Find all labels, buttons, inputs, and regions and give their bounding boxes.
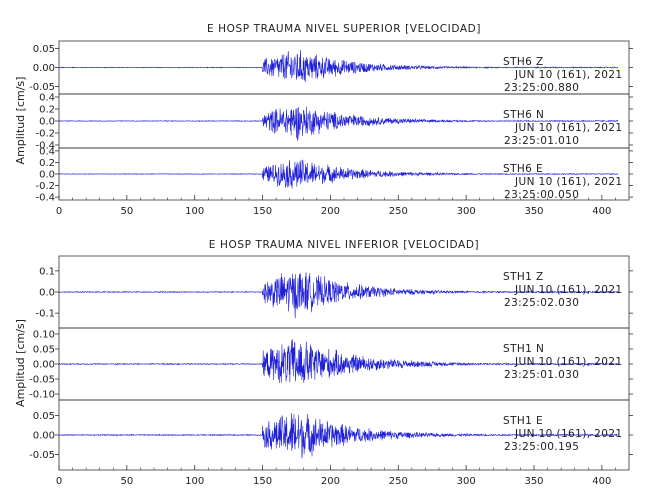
y-tick-label: 0.00 bbox=[33, 360, 55, 371]
chart-root: E HOSP TRAUMA NIVEL SUPERIOR [VELOCIDAD]… bbox=[14, 23, 633, 487]
time-label: 23:25:00.050 bbox=[504, 189, 579, 201]
time-label: 23:25:00.880 bbox=[504, 82, 579, 94]
y-tick-label: 0.10 bbox=[33, 330, 55, 341]
y-tick-label: 0.0 bbox=[39, 288, 55, 299]
y-tick-label: 0.05 bbox=[33, 411, 55, 422]
station-label: STH6 E bbox=[503, 163, 543, 175]
x-tick-label: 200 bbox=[321, 206, 340, 217]
date-label: JUN 10 (161), 2021 bbox=[514, 69, 623, 81]
station-label: STH6 N bbox=[503, 109, 544, 121]
y-tick-label: -0.4 bbox=[35, 141, 55, 152]
date-label: JUN 10 (161), 2021 bbox=[514, 176, 623, 188]
x-tick-label: 300 bbox=[457, 476, 476, 487]
y-tick-label: -0.05 bbox=[29, 82, 55, 93]
date-label: JUN 10 (161), 2021 bbox=[514, 356, 623, 368]
y-tick-label: -0.05 bbox=[29, 375, 55, 386]
x-tick-label: 350 bbox=[524, 206, 543, 217]
trace-1 bbox=[58, 272, 619, 319]
trace-3 bbox=[58, 159, 619, 189]
x-tick-label: 150 bbox=[253, 206, 272, 217]
date-label: JUN 10 (161), 2021 bbox=[514, 122, 623, 134]
x-tick-label: 200 bbox=[321, 476, 340, 487]
y-tick-label: 0.00 bbox=[33, 431, 55, 442]
trace-3 bbox=[58, 412, 619, 459]
y-tick-label: 0.05 bbox=[33, 345, 55, 356]
y-axis-label: Amplitud [cm/s] bbox=[14, 77, 27, 165]
y-tick-label: 0.0 bbox=[39, 117, 55, 128]
x-tick-label: 250 bbox=[389, 476, 408, 487]
station-label: STH6 Z bbox=[503, 56, 544, 68]
y-tick-label: 0.4 bbox=[39, 93, 55, 104]
x-tick-label: 50 bbox=[120, 476, 133, 487]
y-tick-label: 0.00 bbox=[33, 63, 55, 74]
station-label: STH1 E bbox=[503, 415, 543, 427]
x-tick-label: 250 bbox=[389, 206, 408, 217]
x-tick-label: 350 bbox=[524, 476, 543, 487]
y-axis-label: Amplitud [cm/s] bbox=[14, 319, 27, 407]
chart-title: E HOSP TRAUMA NIVEL SUPERIOR [VELOCIDAD] bbox=[207, 23, 481, 35]
y-tick-label: 0.05 bbox=[33, 44, 55, 55]
y-tick-label: 0.4 bbox=[39, 146, 55, 157]
x-axis: 0 50 100 150 200 250 300 350 400 bbox=[56, 465, 616, 487]
y-tick-label: 0.2 bbox=[39, 158, 55, 169]
x-tick-label: 0 bbox=[56, 476, 62, 487]
x-tick-label: 150 bbox=[253, 476, 272, 487]
y-tick-label: 0.2 bbox=[39, 105, 55, 116]
y-tick-label: -0.2 bbox=[35, 181, 55, 192]
x-axis: 0 50 100 150 200 250 300 350 400 bbox=[56, 195, 616, 217]
x-tick-label: 400 bbox=[592, 476, 611, 487]
date-label: JUN 10 (161), 2021 bbox=[514, 428, 623, 440]
chart-1: E HOSP TRAUMA NIVEL SUPERIOR [VELOCIDAD]… bbox=[14, 23, 633, 217]
trace-2 bbox=[58, 339, 619, 383]
x-tick-label: 300 bbox=[457, 206, 476, 217]
y-tick-label: -0.2 bbox=[35, 129, 55, 140]
x-tick-label: 50 bbox=[120, 206, 133, 217]
trace-1 bbox=[58, 50, 619, 82]
x-tick-label: 100 bbox=[185, 476, 204, 487]
chart-title: E HOSP TRAUMA NIVEL INFERIOR [VELOCIDAD] bbox=[209, 239, 479, 251]
y-tick-label: -0.10 bbox=[29, 390, 55, 401]
time-label: 23:25:02.030 bbox=[504, 297, 579, 309]
y-tick-label: -0.05 bbox=[29, 450, 55, 461]
time-label: 23:25:00.195 bbox=[504, 441, 579, 453]
y-tick-label: 0.0 bbox=[39, 170, 55, 181]
y-tick-label: -0.1 bbox=[35, 309, 55, 320]
y-tick-label: -0.4 bbox=[35, 193, 55, 204]
x-tick-label: 100 bbox=[185, 206, 204, 217]
x-tick-label: 0 bbox=[56, 206, 62, 217]
trace-2 bbox=[58, 106, 619, 141]
time-label: 23:25:01.030 bbox=[504, 369, 579, 381]
y-tick-label: 0.1 bbox=[39, 266, 55, 277]
chart-2: E HOSP TRAUMA NIVEL INFERIOR [VELOCIDAD]… bbox=[14, 239, 633, 487]
station-label: STH1 N bbox=[503, 343, 544, 355]
date-label: JUN 10 (161), 2021 bbox=[514, 284, 623, 296]
x-tick-label: 400 bbox=[592, 206, 611, 217]
station-label: STH1 Z bbox=[503, 271, 544, 283]
time-label: 23:25:01.010 bbox=[504, 135, 579, 147]
